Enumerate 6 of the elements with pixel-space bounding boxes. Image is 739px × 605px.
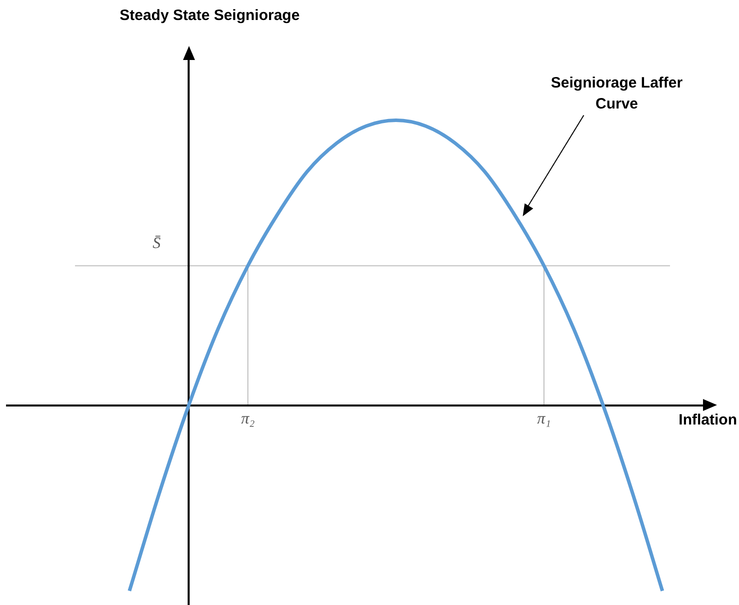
text: Steady State Seigniorage	[120, 7, 300, 24]
text: Seigniorage Laffer Curve	[550, 74, 683, 112]
x-axis-title: Inflation	[678, 412, 737, 429]
x-tick-label: π₁	[537, 410, 551, 428]
ref-line-label: S̄	[152, 234, 161, 252]
x-tick-label: π₂	[241, 410, 256, 428]
